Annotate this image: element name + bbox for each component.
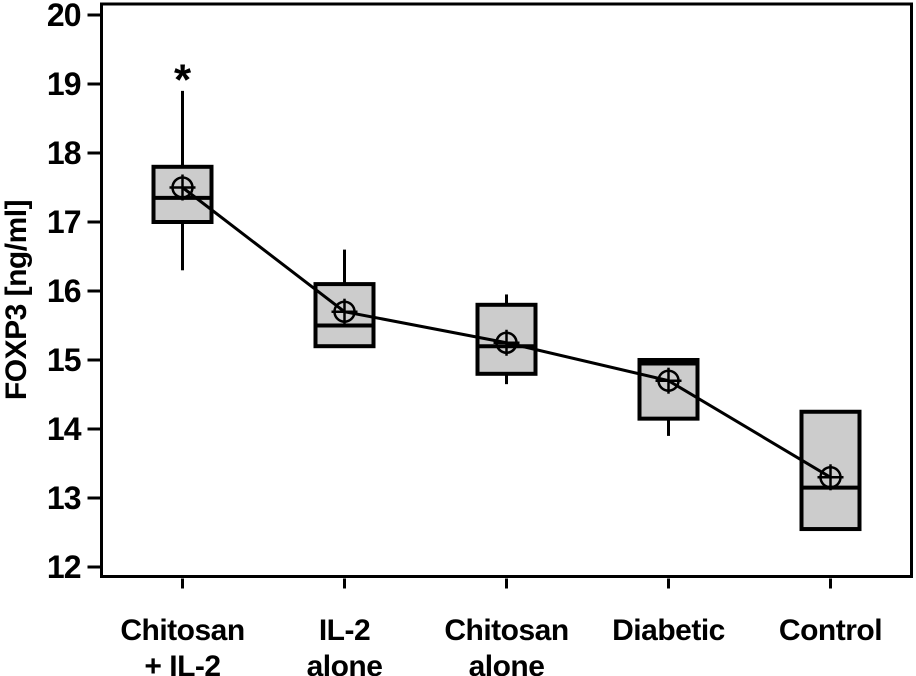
y-axis-label: FOXP3 [ng/ml]	[0, 200, 33, 400]
plot-border	[100, 2, 913, 578]
category-label: Diabetic	[612, 614, 725, 647]
category-label: alone	[307, 650, 383, 676]
category-label: + IL-2	[144, 650, 220, 676]
significance-asterisk: *	[174, 56, 192, 105]
category-label: Control	[779, 614, 882, 647]
y-tick-label: 20	[47, 0, 81, 33]
category-label: Chitosan	[120, 614, 244, 647]
y-tick-label: 13	[47, 480, 81, 516]
y-tick-label: 15	[47, 342, 81, 378]
y-tick-label: 14	[47, 411, 82, 447]
category-label: Chitosan	[444, 614, 568, 647]
y-tick-label: 17	[47, 204, 81, 240]
y-tick-label: 12	[47, 549, 81, 585]
category-label: alone	[469, 650, 545, 676]
y-tick-label: 19	[47, 66, 81, 102]
y-tick-label: 16	[47, 273, 81, 309]
category-label: IL-2	[319, 614, 370, 647]
y-tick-label: 18	[47, 135, 81, 171]
